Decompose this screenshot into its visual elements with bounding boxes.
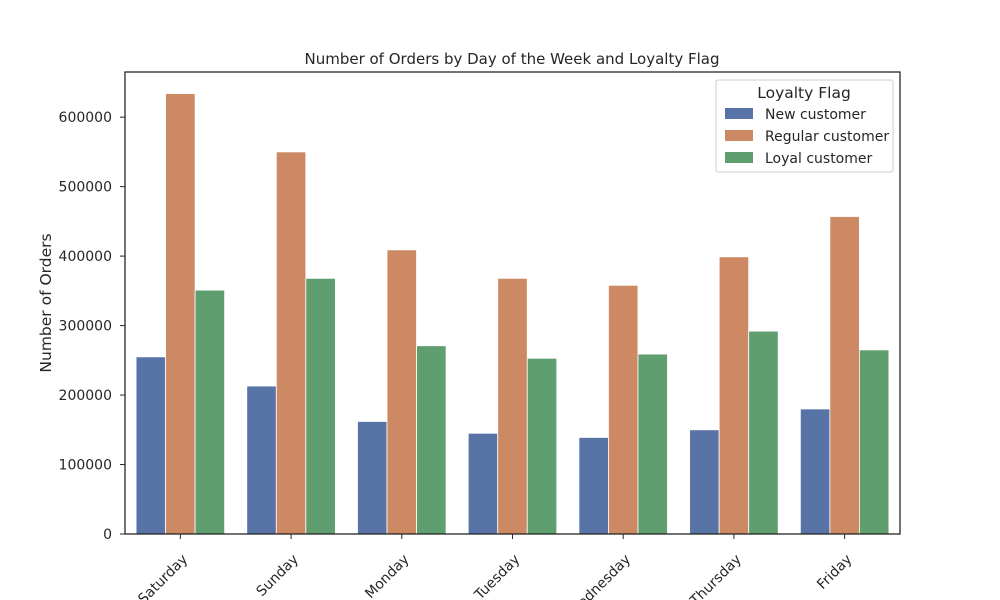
bar-monday-loyal-customer [416, 345, 447, 535]
bar-friday-loyal-customer [859, 349, 890, 535]
bar-saturday-regular-customer [165, 93, 196, 535]
bar-friday-regular-customer [829, 216, 860, 535]
x-tick-label: Monday [362, 552, 412, 600]
bar-friday-new-customer [799, 408, 831, 535]
x-tick-label: Saturday [135, 552, 191, 600]
legend-swatch [725, 130, 753, 141]
legend-item-label: Regular customer [765, 129, 889, 145]
bar-wednesday-new-customer [578, 437, 609, 535]
y-axis-ticks: 0 100000 200000 300000 400000 500000 600000 [59, 110, 125, 543]
y-tick-label: 500000 [59, 180, 112, 196]
y-tick-label: 400000 [59, 249, 112, 265]
bar-sunday-new-customer [246, 385, 277, 535]
bar-thursday-new-customer [689, 429, 720, 535]
x-tick-label: Thursday [687, 552, 745, 600]
y-tick-label: 0 [103, 527, 112, 543]
bar-sunday-loyal-customer [305, 277, 336, 535]
legend-swatch [725, 152, 753, 163]
bars-group [135, 93, 890, 535]
y-tick-label: 300000 [59, 319, 112, 335]
x-tick-label: Sunday [254, 552, 302, 600]
chart-title: Number of Orders by Day of the Week and … [304, 50, 719, 68]
x-tick-label: Tuesday [471, 552, 523, 600]
bar-wednesday-loyal-customer [637, 353, 668, 535]
legend-title: Loyalty Flag [757, 84, 851, 102]
bar-wednesday-regular-customer [608, 284, 639, 535]
bar-thursday-regular-customer [718, 256, 750, 535]
y-tick-label: 600000 [59, 110, 112, 126]
bar-sunday-regular-customer [275, 151, 307, 535]
bar-tuesday-regular-customer [497, 277, 528, 535]
bar-thursday-loyal-customer [748, 330, 779, 535]
y-tick-label: 100000 [59, 458, 112, 474]
x-tick-label: Friday [814, 552, 855, 593]
legend-item-label: Loyal customer [765, 151, 872, 167]
bar-monday-new-customer [357, 421, 388, 535]
legend-item-label: New customer [765, 107, 866, 123]
legend-box [715, 79, 894, 173]
y-tick-label: 200000 [59, 388, 112, 404]
bar-saturday-new-customer [135, 356, 166, 535]
x-axis-ticks: Saturday Sunday Monday Tuesday Wednesday Thur… [135, 534, 855, 600]
legend: Loyalty Flag New customer Regular custome… [715, 79, 894, 173]
bar-saturday-loyal-customer [194, 289, 226, 535]
y-axis-label: Number of Orders [37, 233, 55, 372]
plot-frame [124, 71, 901, 535]
bar-tuesday-loyal-customer [526, 357, 558, 535]
bar-tuesday-new-customer [467, 432, 499, 535]
legend-swatch [725, 108, 753, 119]
bar-monday-regular-customer [386, 249, 417, 535]
x-tick-label: Wednesday [565, 552, 634, 600]
